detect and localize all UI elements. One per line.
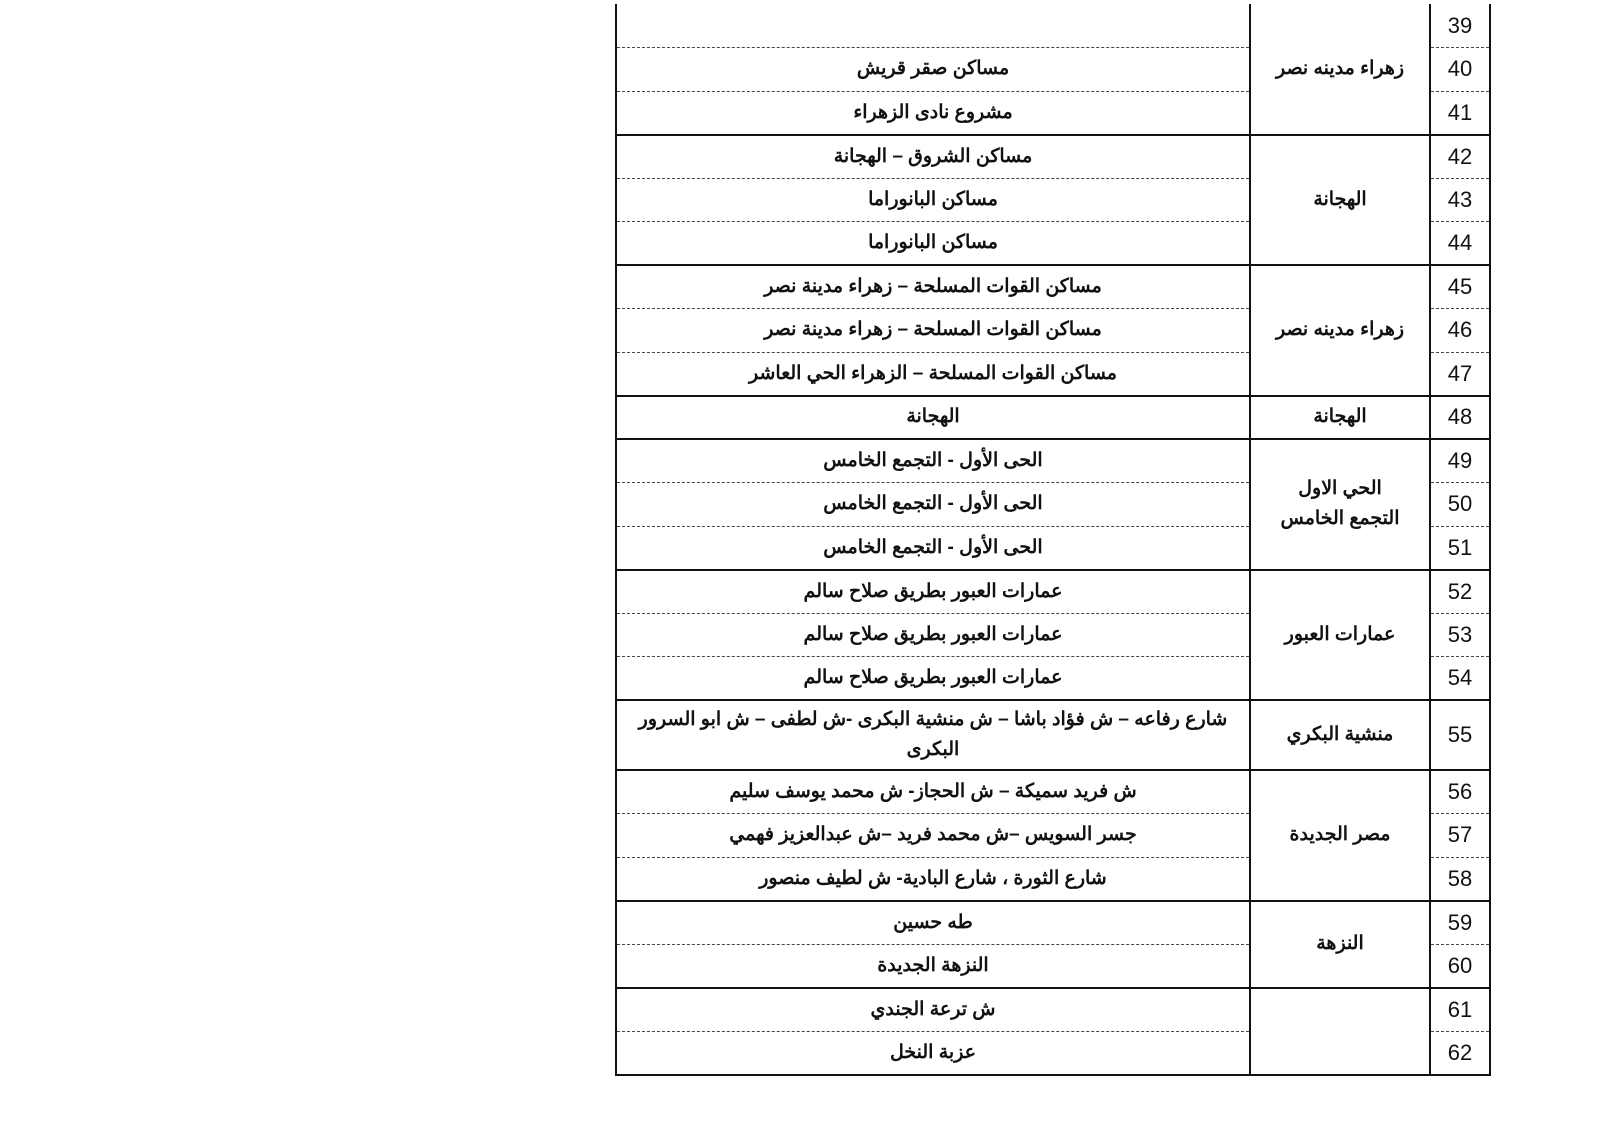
row-number: 46 [1429,308,1491,353]
area-name: زهراء مدينه نصر [1275,319,1405,341]
row-number: 48 [1429,395,1491,440]
table-row: 39 زهراء مدينه نصر [615,4,1491,136]
row-number: 58 [1429,857,1491,902]
area-name: الهجانة [1313,406,1367,428]
row-number: 41 [1429,91,1491,136]
street-cell: عمارات العبور بطريق صلاح سالم [615,569,1251,614]
area-cell: عمارات العبور [1249,569,1431,701]
table-row: 60 النزهة الجديدة [615,944,1491,989]
area-name: عمارات العبور [1284,623,1396,645]
row-number: 62 [1429,1031,1491,1076]
street-cell: الحى الأول - التجمع الخامس [615,526,1251,571]
street-cell: ش فريد سميكة – ش الحجاز- ش محمد يوسف سلي… [615,770,1251,814]
table-row: 40 مساكن صقر قريش [615,47,1491,92]
row-number: 47 [1429,352,1491,397]
row-number: 49 [1429,439,1491,483]
street-cell: مساكن القوات المسلحة – زهراء مدينة نصر [615,308,1251,353]
area-name: زهراء مدينه نصر [1275,57,1405,79]
row-number: 60 [1429,944,1491,989]
area-name: منشية البكري [1286,724,1394,745]
table-row: 62 عزبة النخل [615,1031,1491,1076]
districts-table: 39 زهراء مدينه نصر 40 مساكن صقر قريش 41 مشروع… [615,4,1491,1076]
area-cell: النزهة [1249,900,1431,989]
table-row: 45 زهراء مدينه نصر مساكن القوات المسلحة – … [615,265,1491,397]
row-number: 55 [1429,700,1491,771]
row-number: 40 [1429,47,1491,92]
street-cell: مشروع نادى الزهراء [615,91,1251,136]
street-cell: الحى الأول - التجمع الخامس [615,439,1251,483]
street-cell: عمارات العبور بطريق صلاح سالم [615,656,1251,701]
table-row: 56 مصر الجديدة ش فريد سميكة – ش الحجاز- ش … [615,770,1491,902]
row-number: 43 [1429,178,1491,222]
table-row: 57 جسر السويس –ش محمد فريد –ش عبدالعزيز ف… [615,813,1491,858]
table-row: 53 عمارات العبور بطريق صلاح سالم [615,613,1491,657]
street-cell: مساكن البانوراما [615,221,1251,266]
street-cell: جسر السويس –ش محمد فريد –ش عبدالعزيز فهم… [615,813,1251,858]
street-cell: شارع الثورة ، شارع البادية- ش لطيف منصور [615,857,1251,902]
table-row: 50 الحى الأول - التجمع الخامس [615,482,1491,527]
row-number: 53 [1429,613,1491,657]
row-number: 44 [1429,221,1491,266]
table-row: 48 الهجانة الهجانة [615,395,1491,440]
street-cell: الهجانة [615,395,1251,440]
row-number: 39 [1429,4,1491,48]
street-cell: مساكن صقر قريش [615,47,1251,92]
table-row: 41 مشروع نادى الزهراء [615,91,1491,136]
table-row: 59 النزهة طه حسين [615,900,1491,989]
area-cell: زهراء مدينه نصر [1249,265,1431,397]
table-row: 51 الحى الأول - التجمع الخامس [615,526,1491,571]
area-cell: زهراء مدينه نصر [1249,4,1431,136]
table-row: 55 منشية البكري شارع رفاعه – ش فؤاد باشا –… [615,700,1491,771]
street-cell: شارع رفاعه – ش فؤاد باشا – ش منشية البكر… [615,700,1251,771]
table-row: 54 عمارات العبور بطريق صلاح سالم [615,656,1491,701]
area-cell: الهجانة [1249,134,1431,266]
street-cell: طه حسين [615,900,1251,945]
area-cell: مصر الجديدة [1249,770,1431,902]
row-number: 59 [1429,900,1491,945]
area-name: النزهة [1316,933,1364,954]
area-cell: الهجانة [1249,395,1431,440]
row-number: 51 [1429,526,1491,571]
street-cell [615,4,1251,48]
table-row: 43 مساكن البانوراما [615,178,1491,222]
area-name: مصر الجديدة [1289,824,1391,846]
street-cell: عمارات العبور بطريق صلاح سالم [615,613,1251,657]
area-cell [1249,987,1431,1076]
table-row: 42 الهجانة مساكن الشروق – الهجانة [615,134,1491,266]
row-number: 57 [1429,813,1491,858]
table-row: 52 عمارات العبور عمارات العبور بطريق صلاح … [615,569,1491,701]
street-cell: النزهة الجديدة [615,944,1251,989]
street-cell: مساكن البانوراما [615,178,1251,222]
street-cell: مساكن القوات المسلحة – زهراء مدينة نصر [615,265,1251,309]
area-name: الحي الاول [1298,478,1382,500]
street-cell: الحى الأول - التجمع الخامس [615,482,1251,527]
row-number: 50 [1429,482,1491,527]
area-cell: الحي الاول التجمع الخامس [1249,439,1431,571]
row-number: 45 [1429,265,1491,309]
table-row: 46 مساكن القوات المسلحة – زهراء مدينة نصر [615,308,1491,353]
area-name: الهجانة [1313,188,1367,210]
street-cell: مساكن القوات المسلحة – الزهراء الحي العا… [615,352,1251,397]
row-number: 56 [1429,770,1491,814]
street-cell: ش ترعة الجندي [615,987,1251,1032]
row-number: 42 [1429,134,1491,179]
area-name: التجمع الخامس [1280,508,1400,530]
area-cell: منشية البكري [1249,700,1431,771]
row-number: 52 [1429,569,1491,614]
table-row: 47 مساكن القوات المسلحة – الزهراء الحي ال… [615,352,1491,397]
table-row: 44 مساكن البانوراما [615,221,1491,266]
table-row: 58 شارع الثورة ، شارع البادية- ش لطيف منص… [615,857,1491,902]
row-number: 61 [1429,987,1491,1032]
table-row: 49 الحي الاول التجمع الخامس الحى الأول - ال… [615,439,1491,571]
street-cell: عزبة النخل [615,1031,1251,1076]
table-row: 61 ش ترعة الجندي [615,987,1491,1076]
row-number: 54 [1429,656,1491,701]
street-cell: مساكن الشروق – الهجانة [615,134,1251,179]
